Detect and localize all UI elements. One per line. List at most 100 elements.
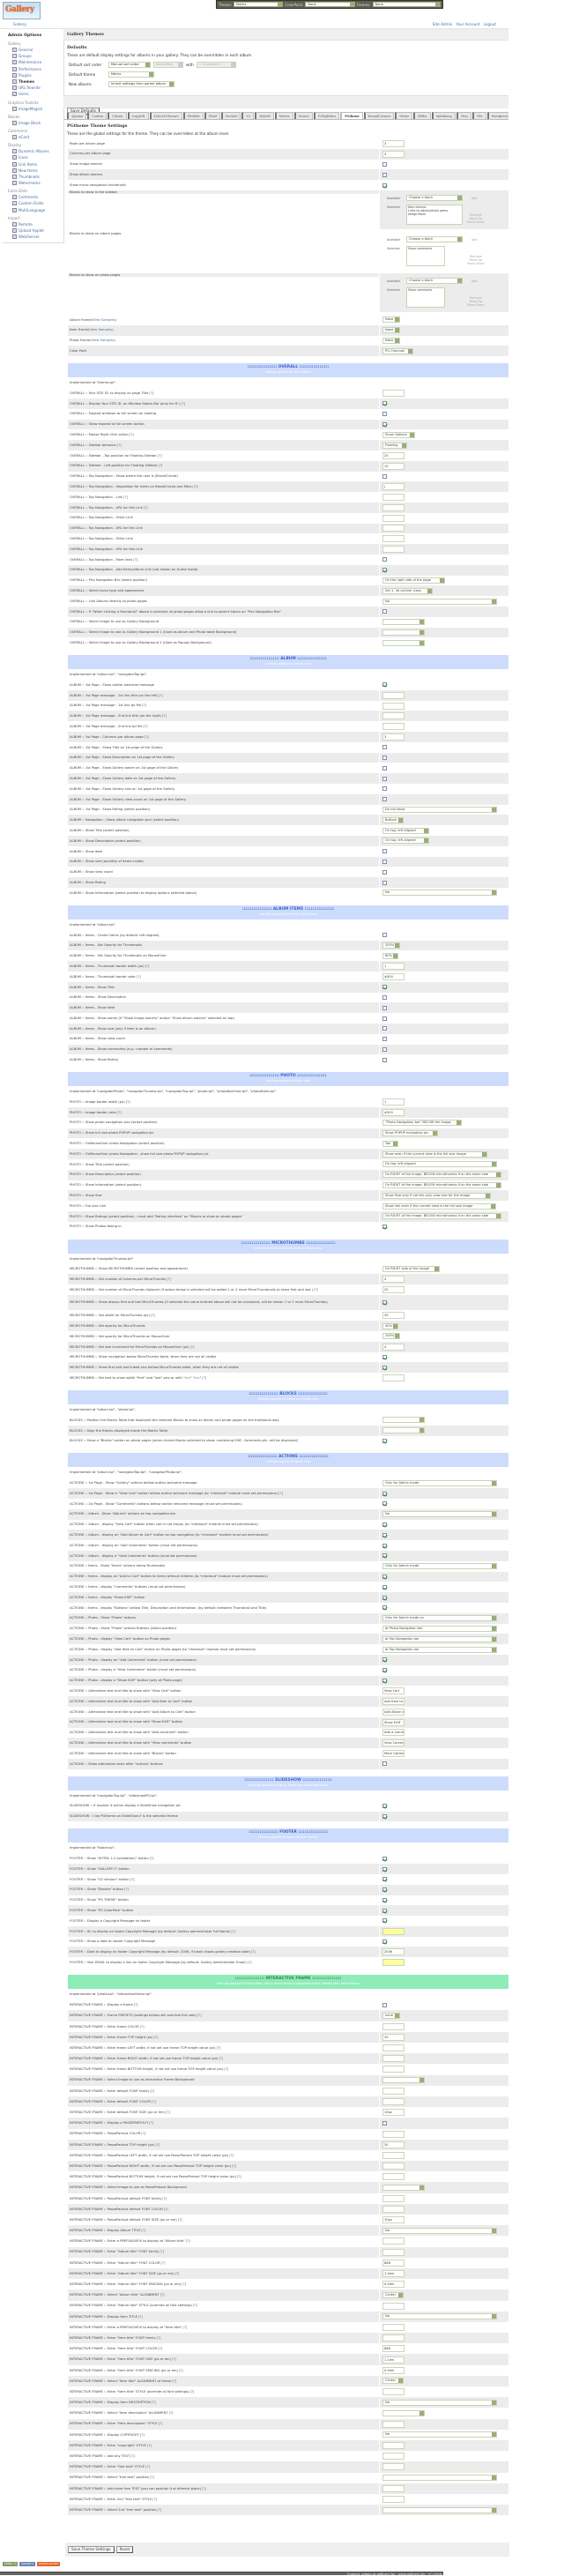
theme-select[interactable]: Matrix [234, 2, 284, 7]
setting-checkbox[interactable] [382, 860, 387, 865]
setting-checkbox[interactable] [382, 797, 387, 802]
reset-button[interactable]: Reset [115, 2546, 134, 2553]
tab-nature[interactable]: Nature [293, 112, 313, 119]
setting-text-input[interactable] [382, 2205, 404, 2213]
setting-checkbox[interactable] [382, 682, 387, 688]
setting-checkbox[interactable] [382, 1856, 387, 1861]
setting-select[interactable]: No [382, 598, 497, 605]
setting-select[interactable] [382, 2506, 497, 2513]
help-link[interactable]: [?] [151, 2401, 156, 2405]
sidebar-item-plugins[interactable]: Plugins [12, 72, 63, 78]
setting-text-input[interactable] [382, 2194, 404, 2202]
move-up-button[interactable]: Move Up [469, 257, 483, 262]
sidebar-item-dynamic-albums[interactable]: Dynamic Albums [12, 148, 63, 154]
tab-flexible[interactable]: Flexible [182, 112, 204, 119]
help-link[interactable]: [?] [189, 1344, 195, 1349]
setting-text-input[interactable]: | [382, 483, 404, 491]
setting-text-input[interactable]: 3 [382, 139, 404, 147]
setting-text-input[interactable] [382, 2173, 404, 2181]
setting-text-input[interactable] [382, 2484, 404, 2492]
help-link[interactable]: [?] [160, 2260, 166, 2265]
setting-text-input[interactable]: 20 [382, 451, 404, 459]
add-block-button[interactable]: Add [471, 196, 478, 200]
help-link[interactable]: [?] [151, 2099, 156, 2103]
help-link[interactable]: [?] [236, 2175, 241, 2179]
setting-select[interactable]: Floating [382, 442, 408, 449]
help-link[interactable]: [?] [155, 2142, 160, 2147]
setting-text-input[interactable] [382, 2463, 404, 2471]
view-samples-link[interactable]: View Samples [91, 339, 115, 343]
help-link[interactable]: [?] [133, 557, 138, 562]
donate-badge[interactable]: DONATE GALLERY [36, 2562, 61, 2566]
setting-checkbox[interactable] [382, 421, 387, 427]
sidebar-item-comments[interactable]: Comments [12, 194, 63, 200]
help-link[interactable]: [?] [144, 734, 149, 739]
tab-slider[interactable]: Slider [413, 112, 431, 119]
help-link[interactable]: [?] [117, 443, 122, 447]
view-samples-link[interactable]: View Samples [92, 317, 115, 322]
selected-blocks-list[interactable]: Show comments [406, 287, 445, 308]
gallery-logo[interactable]: Gallery [3, 2, 41, 19]
setting-text-input[interactable] [382, 702, 404, 710]
setting-select[interactable]: No [382, 890, 497, 897]
colorpack-select[interactable]: None [305, 2, 355, 7]
setting-text-input[interactable] [382, 535, 404, 543]
help-link[interactable]: [?] [150, 1314, 155, 1318]
help-link[interactable]: [?] [149, 391, 154, 395]
help-link[interactable]: [?] [231, 1929, 236, 1933]
setting-select[interactable]: On RIGHT of the image, BELOW microthumbs… [382, 1213, 501, 1220]
sidebar-item-users[interactable]: Users [12, 91, 63, 97]
help-link[interactable]: [?] [158, 2422, 163, 2426]
setting-select[interactable] [382, 639, 425, 646]
setting-checkbox[interactable] [382, 1037, 387, 1042]
help-link[interactable]: [?] [160, 2293, 165, 2297]
logout-link[interactable]: Logout [483, 22, 496, 26]
tab-siriux[interactable]: Siriux [395, 112, 413, 119]
setting-checkbox[interactable] [382, 1046, 387, 1052]
sidebar-item-custom-fields[interactable]: Custom Fields [12, 200, 63, 206]
help-link[interactable]: [?] [181, 401, 186, 406]
help-link[interactable]: [?] [163, 2207, 168, 2211]
setting-checkbox[interactable] [382, 756, 387, 761]
help-link[interactable]: [?] [129, 433, 134, 437]
setting-text-input[interactable] [382, 2237, 404, 2245]
setting-checkbox[interactable] [382, 2120, 387, 2126]
setting-text-input[interactable] [382, 2066, 404, 2073]
setting-select[interactable] [382, 2409, 425, 2416]
setting-checkbox[interactable] [382, 1365, 387, 1370]
selected-block-item[interactable]: Show comments [408, 246, 433, 250]
help-link[interactable]: [?] [219, 2057, 224, 2061]
setting-checkbox[interactable] [382, 1543, 387, 1548]
setting-checkbox[interactable] [382, 1553, 387, 1559]
help-link[interactable]: [?] [247, 1960, 252, 1964]
sidebar-item-image-block[interactable]: Image Block [12, 120, 63, 126]
setting-checkbox[interactable] [382, 1522, 387, 1527]
help-link[interactable]: [?] [139, 2024, 145, 2029]
setting-select[interactable]: No [382, 2227, 497, 2234]
setting-checkbox[interactable] [382, 786, 387, 792]
setting-text-input[interactable]: 3 [382, 733, 404, 741]
setting-select[interactable]: at Top Navigation bar [382, 1635, 497, 1642]
setting-select[interactable] [382, 619, 425, 626]
setting-text-input[interactable]: 1 [382, 963, 404, 971]
setting-select[interactable]: Center [382, 2291, 404, 2298]
setting-text-input[interactable]: 1 [382, 1098, 404, 1106]
frames-select[interactable]: None [372, 2, 441, 7]
save-theme-settings-button[interactable]: Save Theme Settings [68, 2546, 115, 2553]
setting-select[interactable]: Only for Admin mode [382, 1479, 497, 1486]
setting-text-input[interactable]: 0.5em [382, 2366, 404, 2374]
setting-text-input[interactable] [382, 2420, 404, 2428]
help-link[interactable]: [?] [149, 1857, 154, 1860]
sidebar-item-imagemagick[interactable]: ImageMagick [12, 106, 63, 112]
setting-select[interactable]: "Photo Navigation bar" BELOW the image [382, 1120, 462, 1127]
setting-select[interactable] [382, 2185, 425, 2192]
setting-checkbox[interactable] [382, 412, 387, 417]
setting-text-input[interactable]: 10 [382, 462, 404, 470]
help-link[interactable]: [?] [185, 2239, 190, 2244]
help-link[interactable]: [?] [172, 2357, 176, 2362]
setting-checkbox[interactable] [382, 1908, 387, 1913]
setting-text-input[interactable]: 30 [382, 1312, 404, 1320]
sidebar-item-remote[interactable]: Remote [12, 221, 63, 227]
help-link[interactable]: [?] [278, 1491, 283, 1495]
setting-select[interactable]: Set 1- 3d onOver icons [382, 587, 434, 594]
